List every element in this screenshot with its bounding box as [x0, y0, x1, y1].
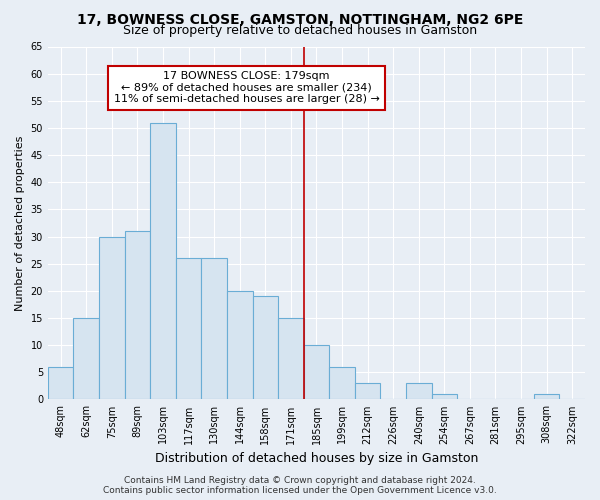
Text: Size of property relative to detached houses in Gamston: Size of property relative to detached ho… — [123, 24, 477, 37]
Bar — [355, 383, 380, 400]
Bar — [534, 394, 559, 400]
Bar — [278, 318, 304, 400]
Bar — [253, 296, 278, 400]
Bar — [125, 231, 150, 400]
Y-axis label: Number of detached properties: Number of detached properties — [15, 136, 25, 310]
Bar — [150, 122, 176, 400]
Bar — [48, 367, 73, 400]
Bar — [227, 291, 253, 400]
Bar — [176, 258, 202, 400]
Bar — [99, 236, 125, 400]
Bar — [73, 318, 99, 400]
Text: 17, BOWNESS CLOSE, GAMSTON, NOTTINGHAM, NG2 6PE: 17, BOWNESS CLOSE, GAMSTON, NOTTINGHAM, … — [77, 12, 523, 26]
Bar — [329, 367, 355, 400]
Bar — [304, 345, 329, 400]
Bar — [202, 258, 227, 400]
Text: Contains HM Land Registry data © Crown copyright and database right 2024.
Contai: Contains HM Land Registry data © Crown c… — [103, 476, 497, 495]
X-axis label: Distribution of detached houses by size in Gamston: Distribution of detached houses by size … — [155, 452, 478, 465]
Bar — [431, 394, 457, 400]
Text: 17 BOWNESS CLOSE: 179sqm
← 89% of detached houses are smaller (234)
11% of semi-: 17 BOWNESS CLOSE: 179sqm ← 89% of detach… — [114, 71, 380, 104]
Bar — [406, 383, 431, 400]
